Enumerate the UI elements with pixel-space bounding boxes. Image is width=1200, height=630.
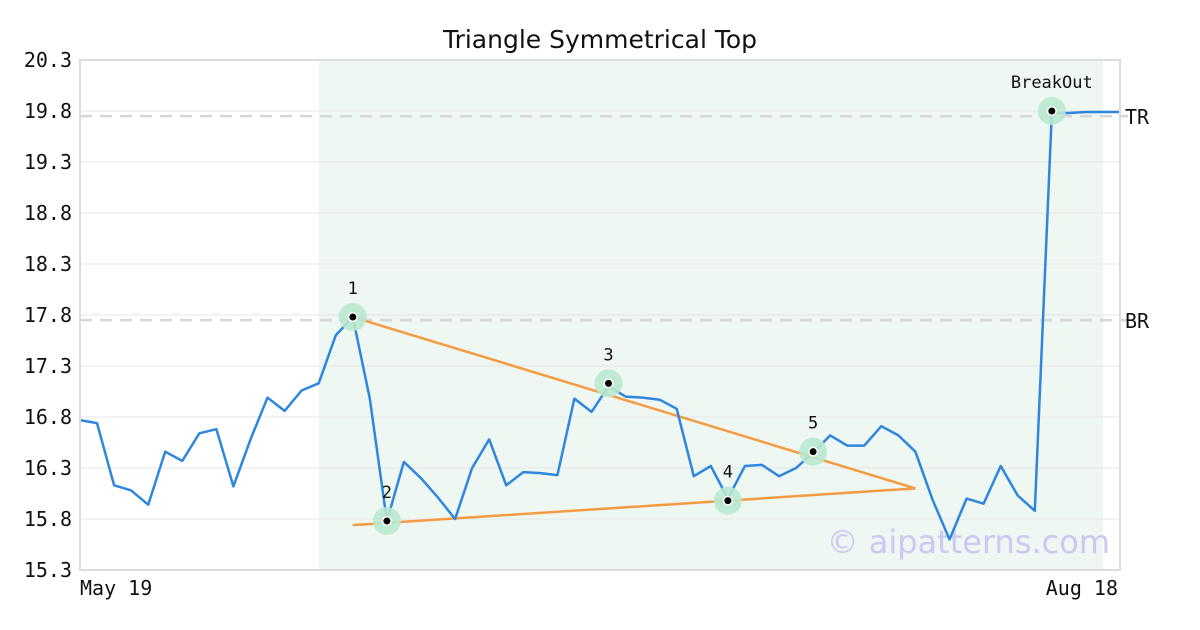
y-tick-label: 18.3 — [24, 252, 72, 276]
pattern-point-label-4: 4 — [723, 463, 733, 483]
pattern-point-1 — [349, 313, 357, 321]
y-tick-label: 15.8 — [24, 507, 72, 531]
pattern-point-label-1: 1 — [348, 279, 358, 299]
pattern-point-2 — [383, 517, 391, 525]
x-tick-end: Aug 18 — [1046, 576, 1118, 600]
x-tick-start: May 19 — [80, 576, 152, 600]
reference-lines-layer: TR BR — [80, 105, 1150, 333]
chart-title: Triangle Symmetrical Top — [442, 25, 757, 54]
watermark: © aipatterns.com — [827, 523, 1110, 561]
plot-frame — [79, 59, 1121, 571]
pattern-point-label-5: 5 — [808, 414, 818, 434]
pattern-point-label-3: 3 — [603, 345, 613, 365]
y-tick-label: 19.8 — [24, 99, 72, 123]
y-tick-label: 18.8 — [24, 201, 72, 225]
reference-label-tr: TR — [1125, 105, 1150, 129]
reference-label-br: BR — [1125, 309, 1150, 333]
pattern-point-label-2: 2 — [382, 483, 392, 503]
grid-layer — [80, 110, 1120, 520]
lower-trendline — [352, 487, 916, 527]
pattern-point-5 — [809, 448, 817, 456]
y-tick-label: 15.3 — [24, 558, 72, 582]
price-series-line — [78, 110, 1122, 541]
y-tick-label: 19.3 — [24, 150, 72, 174]
pattern-point-label-breakout: BreakOut — [1011, 73, 1093, 93]
y-tick-label: 20.3 — [24, 48, 72, 72]
pattern-point-breakout — [1048, 107, 1056, 115]
y-tick-label: 17.8 — [24, 303, 72, 327]
y-tick-label: 16.8 — [24, 405, 72, 429]
price-line-layer — [78, 110, 1122, 541]
pattern-point-3 — [605, 379, 613, 387]
y-axis-ticks: 20.3 19.8 19.3 18.8 18.3 17.8 17.3 16.8 16.3 15.8… — [24, 48, 72, 582]
y-tick-label: 16.3 — [24, 456, 72, 480]
pattern-points-layer: 1 2 3 4 5 BreakOut — [338, 73, 1093, 536]
y-tick-label: 17.3 — [24, 354, 72, 378]
pattern-point-4 — [724, 497, 732, 505]
